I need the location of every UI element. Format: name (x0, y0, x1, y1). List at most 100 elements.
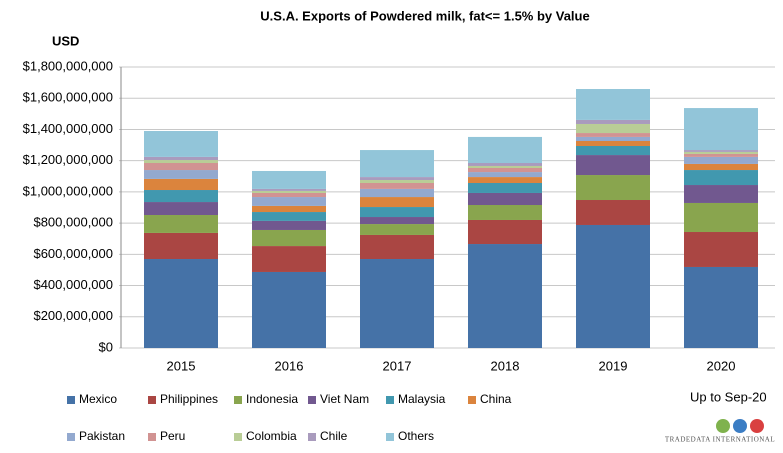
y-tick-label: $800,000,000 (33, 215, 113, 230)
legend-swatch (468, 396, 476, 404)
legend-swatch (148, 433, 156, 441)
legend-label: Pakistan (79, 429, 125, 443)
legend-swatch (308, 433, 316, 441)
x-tick-label: 2020 (707, 358, 736, 373)
bar-segment (576, 200, 650, 225)
bar-segment (252, 205, 326, 213)
bar-segment (144, 190, 218, 203)
bar-segment (360, 150, 434, 178)
bar-segment (576, 89, 650, 120)
bar-segment (684, 108, 758, 151)
bar-segment (684, 156, 758, 164)
bar-segment (468, 163, 542, 166)
bar-segment (252, 188, 326, 191)
bar-segment (144, 131, 218, 157)
legend-swatch (386, 396, 394, 404)
bar-segment (252, 246, 326, 272)
y-axis-label: USD (52, 33, 79, 48)
y-tick-label: $1,600,000,000 (23, 90, 113, 105)
bar-segment (360, 177, 434, 181)
y-tick-label: $1,800,000,000 (23, 58, 113, 73)
legend-swatch (308, 396, 316, 404)
bar-segment (684, 151, 758, 154)
logo-icons (716, 419, 764, 433)
bar-segment (576, 145, 650, 156)
x-tick-label: 2015 (167, 358, 196, 373)
legend-label: Peru (160, 429, 185, 443)
bar-segment (576, 155, 650, 176)
y-tick-label: $1,400,000,000 (23, 121, 113, 136)
legend-swatch (234, 396, 242, 404)
x-tick-label: 2019 (599, 358, 628, 373)
y-tick-label: $1,200,000,000 (23, 152, 113, 167)
bar-segment (144, 178, 218, 191)
y-tick-label: $0 (99, 339, 113, 354)
bar-segment (252, 220, 326, 230)
legend-label: Colombia (246, 429, 297, 443)
legend-label: Philippines (160, 392, 218, 406)
legend-swatch (148, 396, 156, 404)
bar-segment (576, 123, 650, 134)
bar-segment (360, 182, 434, 189)
bar-segment (468, 177, 542, 183)
legend-swatch (67, 396, 75, 404)
bar-segment (576, 140, 650, 146)
y-tick-label: $200,000,000 (33, 308, 113, 323)
y-tick-label: $400,000,000 (33, 277, 113, 292)
bar-segment (144, 214, 218, 233)
bar-segment (144, 163, 218, 171)
bar-segment (360, 234, 434, 260)
bar-segment (144, 259, 218, 348)
bar-segment (144, 160, 218, 164)
bar-segment (576, 119, 650, 124)
bar-segment (684, 153, 758, 157)
bar-segment (468, 182, 542, 193)
bar-segment (576, 136, 650, 141)
legend-swatch (234, 433, 242, 441)
legend-label: Malaysia (398, 392, 446, 406)
bar-segment (468, 244, 542, 348)
bar-segment (684, 266, 758, 348)
bar-segment (144, 232, 218, 260)
bar-segment (252, 192, 326, 198)
legend-label: Chile (320, 429, 348, 443)
bar-segment (468, 172, 542, 178)
annotation: Up to Sep-20 (690, 389, 767, 404)
bar-segment (468, 219, 542, 245)
legend-label: Mexico (79, 392, 117, 406)
bar-segment (468, 165, 542, 169)
legend-label: Others (398, 429, 434, 443)
y-tick-label: $600,000,000 (33, 246, 113, 261)
bar-segment (360, 217, 434, 225)
bar-segment (576, 133, 650, 137)
bar-segment (252, 271, 326, 348)
bar-segment (252, 197, 326, 206)
bar-segment (576, 175, 650, 201)
x-tick-label: 2018 (491, 358, 520, 373)
y-tick-label: $1,000,000,000 (23, 183, 113, 198)
legend-label: Indonesia (246, 392, 298, 406)
bar-segment (468, 168, 542, 173)
bar-segment (360, 188, 434, 198)
bar-segment (360, 197, 434, 208)
legend-label: Viet Nam (320, 392, 369, 406)
legend-swatch (67, 433, 75, 441)
bar-segment (684, 150, 758, 152)
bar-segment (252, 229, 326, 247)
bar-segment (684, 202, 758, 233)
bar-segment (252, 190, 326, 193)
bar-segment (468, 192, 542, 206)
legend-swatch (386, 433, 394, 441)
chart-title: U.S.A. Exports of Powdered milk, fat<= 1… (260, 8, 589, 23)
bar-segment (360, 180, 434, 183)
bar-segment (144, 202, 218, 215)
bar-segment (468, 205, 542, 220)
logo-text: TradeData International (665, 436, 775, 444)
bar-segment (684, 232, 758, 267)
bar-segment (252, 170, 326, 189)
x-tick-label: 2017 (383, 358, 412, 373)
legend-label: China (480, 392, 512, 406)
bar-segment (576, 224, 650, 348)
bar-segment (684, 163, 758, 171)
